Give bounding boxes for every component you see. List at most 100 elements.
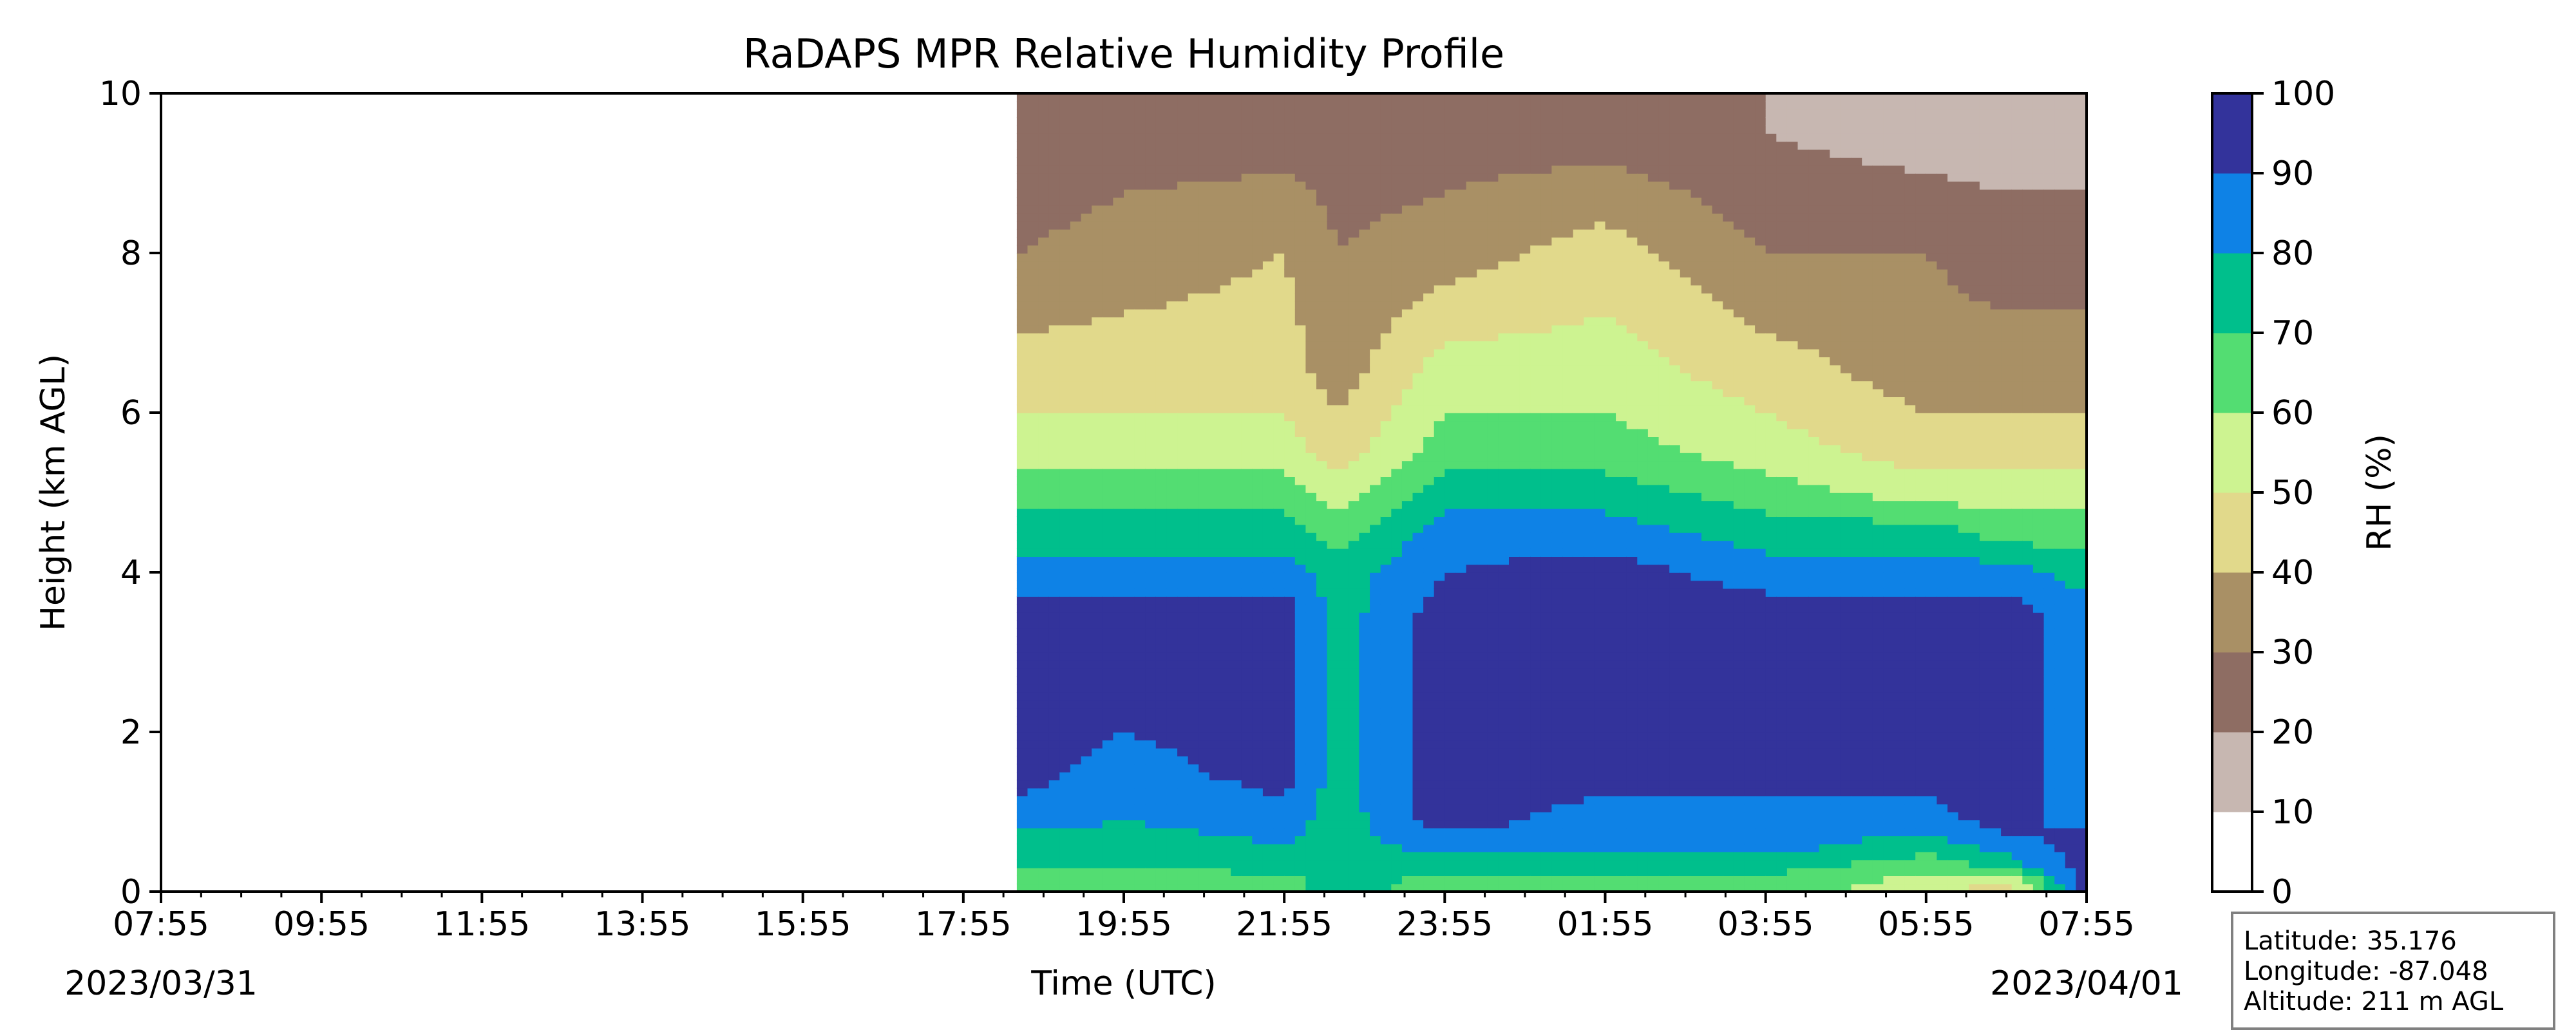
rh-cell [1498, 428, 1510, 437]
rh-cell [1327, 772, 1338, 781]
rh-cell [1231, 125, 1242, 134]
rh-cell [1209, 293, 1221, 302]
rh-cell [1188, 819, 1200, 829]
rh-cell [1380, 796, 1392, 805]
rh-cell [1059, 420, 1071, 429]
rh-cell [1070, 165, 1082, 174]
rh-cell [1284, 883, 1296, 892]
rh-cell [1155, 476, 1168, 485]
rh-cell [1166, 812, 1178, 821]
rh-cell [1273, 205, 1285, 214]
rh-cell [1509, 245, 1520, 254]
rh-cell [1113, 500, 1124, 509]
rh-cell [1498, 364, 1510, 373]
rh-cell [1081, 747, 1092, 756]
rh-cell [1370, 852, 1381, 861]
rh-cell [1359, 843, 1370, 852]
rh-cell [1401, 876, 1414, 885]
rh-cell [1198, 684, 1210, 693]
rh-cell [1113, 812, 1124, 821]
rh-cell [1434, 301, 1446, 310]
rh-cell [1466, 540, 1477, 549]
rh-cell [1134, 524, 1146, 533]
rh-cell [1327, 333, 1338, 342]
rh-cell [1059, 436, 1071, 445]
rh-cell [1124, 380, 1135, 389]
rh-cell [1231, 293, 1242, 302]
rh-cell [1124, 532, 1135, 541]
rh-cell [1252, 181, 1264, 190]
rh-cell [1252, 428, 1264, 437]
rh-cell [1092, 668, 1103, 677]
rh-cell [1198, 676, 1210, 685]
rh-cell [1231, 404, 1242, 413]
rh-cell [1509, 548, 1520, 557]
rh-cell [1338, 564, 1349, 573]
rh-cell [1252, 867, 1264, 876]
rh-cell [1262, 117, 1274, 126]
rh-cell [1059, 285, 1071, 294]
rh-cell [1252, 293, 1264, 302]
rh-cell [1241, 819, 1253, 829]
rh-cell [1391, 348, 1403, 357]
rh-cell [1284, 747, 1296, 756]
rh-cell [1327, 268, 1338, 277]
rh-cell [1294, 301, 1307, 310]
rh-cell [1466, 444, 1477, 453]
rh-cell [1466, 796, 1477, 805]
rh-cell [1540, 460, 1553, 469]
rh-cell [1530, 883, 1542, 892]
rh-cell [1102, 660, 1114, 669]
rh-cell [1305, 612, 1317, 621]
rh-cell [1348, 668, 1360, 677]
rh-cell [1231, 724, 1242, 733]
rh-cell [1370, 436, 1381, 445]
rh-cell [1401, 803, 1414, 812]
rh-cell [1412, 492, 1424, 501]
rh-cell [1166, 436, 1178, 445]
rh-cell [1124, 852, 1135, 861]
rh-cell [1530, 165, 1542, 174]
rh-cell [1220, 700, 1231, 709]
rh-cell [1348, 780, 1360, 789]
rh-cell [1166, 532, 1178, 541]
rh-cell [1273, 181, 1285, 190]
rh-cell [1145, 852, 1157, 861]
rh-cell [1241, 540, 1253, 549]
rh-cell [1305, 157, 1317, 166]
rh-cell [1070, 133, 1082, 142]
rh-cell [1273, 373, 1285, 382]
rh-cell [1434, 221, 1446, 230]
rh-cell [1241, 516, 1253, 525]
rh-cell [1155, 747, 1168, 756]
rh-cell [1048, 819, 1061, 829]
rh-cell [1294, 668, 1307, 677]
rh-cell [1048, 253, 1061, 262]
rh-cell [1241, 747, 1253, 756]
rh-cell [1027, 604, 1039, 613]
rh-cell [1027, 261, 1039, 270]
rh-cell [1348, 277, 1360, 286]
rh-cell [1294, 444, 1307, 453]
rh-cell [1059, 756, 1071, 765]
rh-cell [1455, 453, 1467, 462]
rh-cell [1016, 636, 1028, 645]
rh-cell [1530, 277, 1542, 286]
rh-cell [1412, 476, 1424, 485]
rh-cell [1188, 676, 1200, 685]
rh-cell [1188, 293, 1200, 302]
rh-cell [1081, 580, 1092, 589]
rh-cell [1220, 540, 1231, 549]
rh-cell [1305, 133, 1317, 142]
rh-cell [1016, 373, 1028, 382]
rh-cell [1166, 756, 1178, 765]
rh-cell [1241, 596, 1253, 605]
rh-cell [1273, 413, 1285, 422]
rh-cell [1327, 684, 1338, 693]
rh-cell [1102, 747, 1114, 756]
rh-cell [1370, 572, 1381, 581]
rh-cell [1327, 261, 1338, 270]
rh-cell [1124, 397, 1135, 406]
rh-cell [1027, 508, 1039, 517]
rh-cell [1145, 93, 1157, 102]
